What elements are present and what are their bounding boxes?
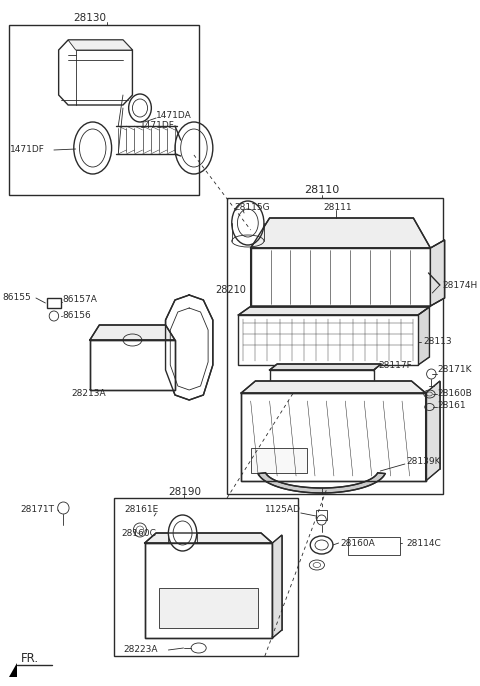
Polygon shape — [59, 40, 132, 105]
Text: 28111: 28111 — [324, 202, 352, 211]
Text: 28223A: 28223A — [123, 646, 157, 654]
Bar — [48, 298, 60, 308]
Text: 28171K: 28171K — [437, 366, 471, 375]
Bar — [239, 315, 418, 365]
Polygon shape — [116, 126, 177, 154]
Polygon shape — [241, 381, 426, 393]
Text: 28174H: 28174H — [443, 281, 478, 289]
Text: 86156: 86156 — [62, 311, 91, 320]
Polygon shape — [251, 248, 431, 306]
Polygon shape — [273, 535, 282, 638]
Text: 28160A: 28160A — [340, 539, 375, 547]
Text: 28110: 28110 — [304, 185, 339, 195]
Ellipse shape — [310, 536, 333, 554]
Text: 28114C: 28114C — [407, 539, 442, 547]
Polygon shape — [270, 364, 381, 370]
Text: 28161: 28161 — [437, 401, 466, 410]
Bar — [113, 498, 298, 656]
Polygon shape — [166, 295, 213, 400]
Text: 28160C: 28160C — [121, 528, 156, 538]
Polygon shape — [251, 218, 431, 248]
Text: 28113: 28113 — [424, 338, 453, 346]
Bar — [270, 370, 373, 392]
Text: 86157A: 86157A — [62, 294, 97, 303]
Text: 28171T: 28171T — [21, 506, 55, 514]
Polygon shape — [145, 543, 273, 638]
Polygon shape — [90, 340, 175, 390]
Text: 1125AD: 1125AD — [265, 506, 301, 514]
Text: 28130: 28130 — [73, 13, 107, 23]
Polygon shape — [145, 533, 273, 543]
Bar — [10, 25, 199, 195]
Text: 1471DA: 1471DA — [156, 110, 192, 119]
Polygon shape — [239, 307, 430, 315]
Text: 28190: 28190 — [168, 487, 201, 497]
Text: FR.: FR. — [21, 652, 39, 665]
Polygon shape — [258, 473, 385, 493]
Polygon shape — [431, 240, 444, 306]
Text: 28161E: 28161E — [124, 506, 158, 514]
Text: 28115G: 28115G — [235, 202, 270, 211]
Polygon shape — [426, 381, 440, 481]
Text: 28139K: 28139K — [407, 458, 441, 466]
Bar — [251, 448, 307, 473]
Polygon shape — [68, 40, 132, 50]
Text: 28160B: 28160B — [437, 388, 472, 397]
Polygon shape — [90, 325, 175, 340]
Text: 1471DF: 1471DF — [10, 145, 44, 154]
Ellipse shape — [232, 201, 264, 245]
Bar — [348, 537, 400, 555]
Polygon shape — [418, 307, 430, 365]
Polygon shape — [241, 393, 426, 481]
Text: 28210: 28210 — [216, 285, 247, 295]
Ellipse shape — [168, 515, 197, 551]
Bar — [159, 588, 258, 628]
Bar — [227, 198, 443, 494]
Text: 28213A: 28213A — [71, 388, 106, 397]
Polygon shape — [10, 663, 17, 677]
Text: 1471DF: 1471DF — [140, 121, 175, 130]
Bar — [316, 510, 327, 520]
Text: 86155: 86155 — [2, 294, 31, 303]
Text: 28117F: 28117F — [378, 362, 412, 370]
